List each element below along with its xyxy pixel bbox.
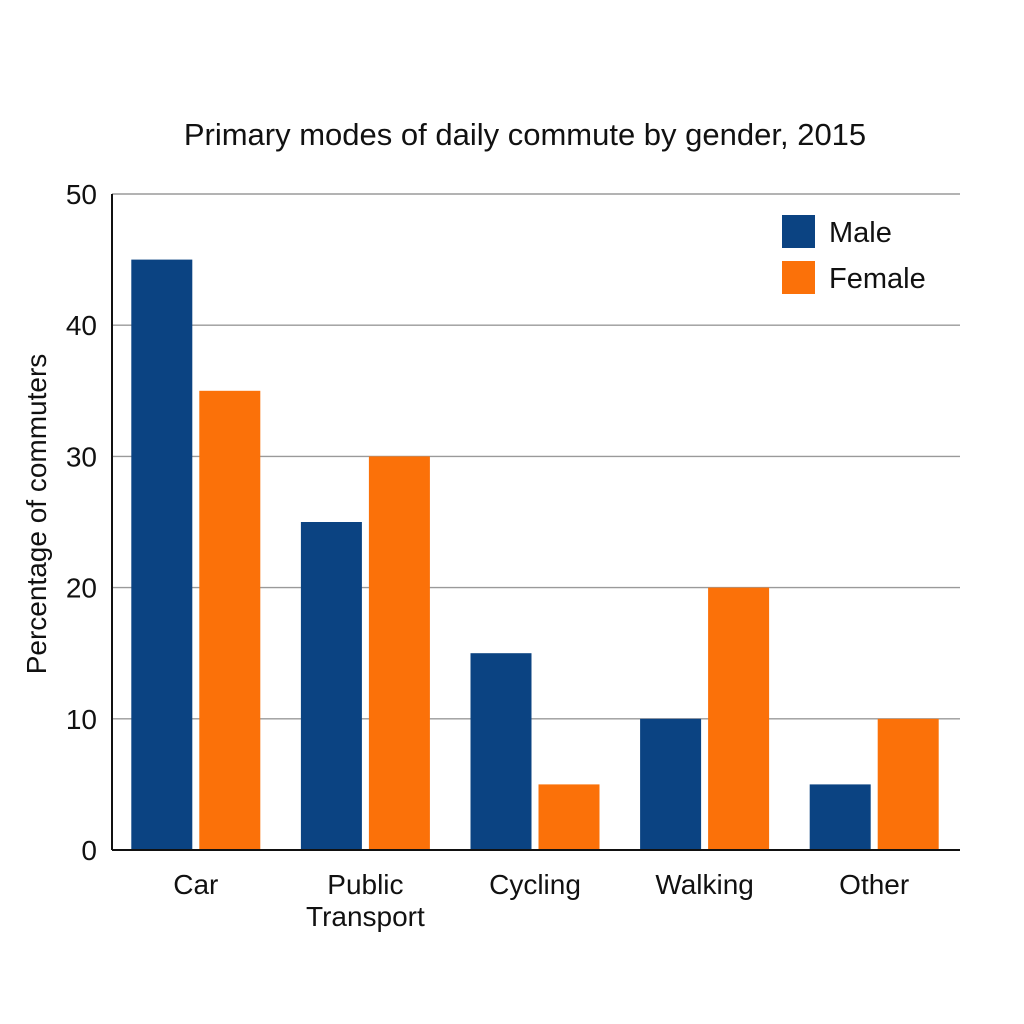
bar-female-public-transport [368, 456, 430, 850]
x-category-label: Walking [655, 869, 754, 900]
legend-swatch-male [782, 215, 815, 248]
bars [131, 259, 939, 851]
y-tick-label: 20 [66, 573, 97, 604]
x-category-label: Other [839, 869, 909, 900]
bar-female-cycling [538, 784, 600, 850]
y-tick-label: 30 [66, 441, 97, 472]
chart-title: Primary modes of daily commute by gender… [184, 117, 866, 152]
x-category-label: Public Transport [306, 869, 425, 932]
x-category-labels: Car Public Transport Cycling Walking Other [173, 869, 909, 932]
y-tick-labels: 0 10 20 30 40 50 [66, 179, 97, 866]
x-category-label: Cycling [489, 869, 581, 900]
bar-male-walking [640, 718, 702, 850]
bar-male-cycling [470, 653, 532, 850]
axes [111, 194, 960, 851]
y-tick-label: 0 [81, 835, 97, 866]
bar-male-other [809, 784, 871, 850]
legend-label-male: Male [829, 217, 892, 249]
y-tick-label: 50 [66, 179, 97, 210]
bar-male-car [131, 259, 193, 851]
legend-label-female: Female [829, 263, 926, 295]
x-category-label: Car [173, 869, 218, 900]
bar-female-other [877, 718, 939, 850]
y-tick-label: 40 [66, 310, 97, 341]
y-axis-title: Percentage of commuters [21, 354, 52, 675]
bar-female-car [199, 390, 261, 850]
legend: Male Female [782, 215, 926, 295]
legend-swatch-female [782, 261, 815, 294]
y-tick-label: 10 [66, 704, 97, 735]
bar-male-public-transport [300, 522, 362, 850]
bar-female-walking [708, 587, 770, 850]
